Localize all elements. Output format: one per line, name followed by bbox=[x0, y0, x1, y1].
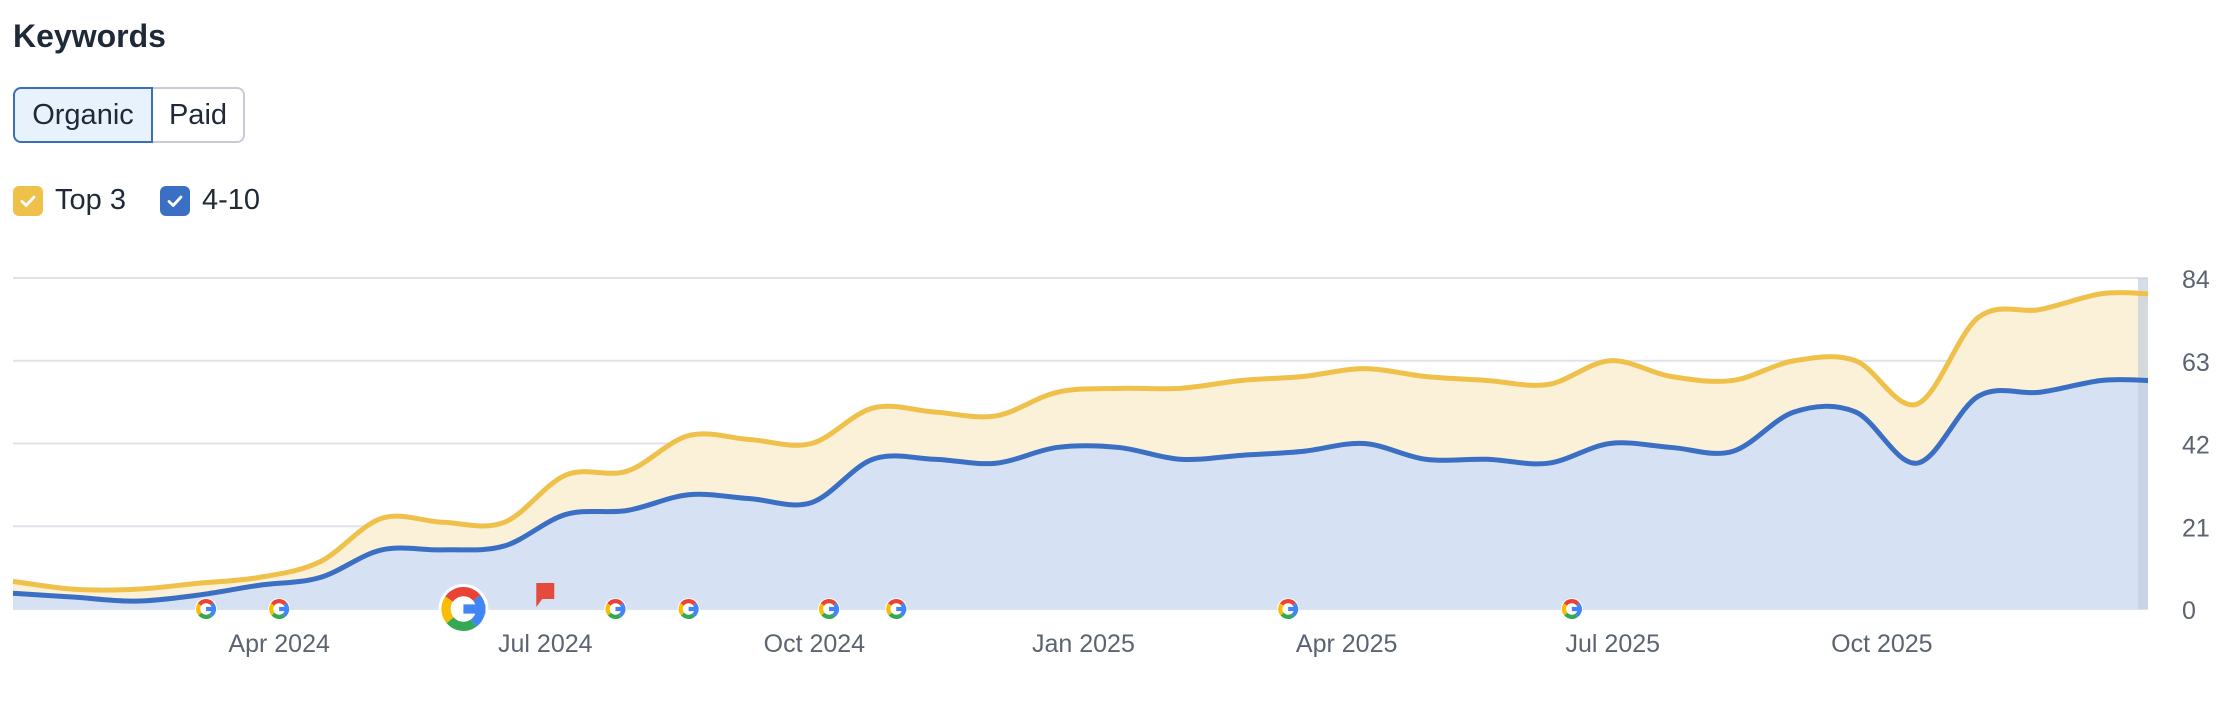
x-tick-label: Apr 2025 bbox=[1296, 630, 1397, 658]
x-tick-label: Oct 2025 bbox=[1831, 630, 1932, 658]
x-tick-label: Jul 2025 bbox=[1566, 630, 1661, 658]
x-tick-label: Oct 2024 bbox=[764, 630, 866, 658]
y-tick-label: 0 bbox=[2182, 597, 2196, 625]
top3-checkbox[interactable] bbox=[13, 185, 43, 216]
organic-paid-toggle: Organic Paid bbox=[13, 87, 245, 143]
tab-organic[interactable]: Organic bbox=[13, 87, 153, 143]
google-icon[interactable] bbox=[196, 599, 217, 619]
google-icon[interactable] bbox=[678, 599, 699, 619]
x-tick-label: Jul 2024 bbox=[498, 630, 593, 658]
chart-legend: Top 3 4-10 bbox=[13, 184, 294, 217]
google-icon[interactable] bbox=[1561, 599, 1582, 619]
legend-label-4-10: 4-10 bbox=[201, 184, 260, 216]
check-icon bbox=[167, 195, 183, 207]
y-tick-label: 21 bbox=[2182, 514, 2210, 542]
google-icon[interactable] bbox=[269, 599, 290, 619]
google-icon[interactable] bbox=[1278, 599, 1299, 619]
y-tick-label: 42 bbox=[2182, 432, 2210, 460]
x-tick-label: Apr 2024 bbox=[228, 630, 330, 658]
x-tick-label: Jan 2025 bbox=[1032, 630, 1135, 658]
y-tick-label: 63 bbox=[2182, 349, 2210, 377]
google-icon[interactable] bbox=[605, 599, 626, 619]
tab-paid[interactable]: Paid bbox=[153, 87, 245, 143]
legend-label-top3: Top 3 bbox=[55, 184, 126, 216]
pos-4-10-checkbox[interactable] bbox=[159, 185, 190, 216]
pos-4-10-area bbox=[13, 379, 2148, 609]
legend-item-4-10[interactable]: 4-10 bbox=[159, 184, 260, 217]
flag-icon[interactable] bbox=[536, 583, 555, 607]
y-tick-label: 84 bbox=[2182, 266, 2210, 294]
google-icon[interactable] bbox=[441, 587, 486, 631]
top3-line bbox=[12, 290, 2149, 593]
check-icon bbox=[20, 195, 36, 207]
google-icon[interactable] bbox=[886, 599, 907, 619]
legend-item-top3[interactable]: Top 3 bbox=[13, 184, 126, 217]
google-icon[interactable] bbox=[819, 599, 839, 619]
hover-marker bbox=[2138, 278, 2148, 609]
pos-4-10-line bbox=[12, 377, 2149, 604]
page-title: Keywords bbox=[13, 18, 166, 54]
